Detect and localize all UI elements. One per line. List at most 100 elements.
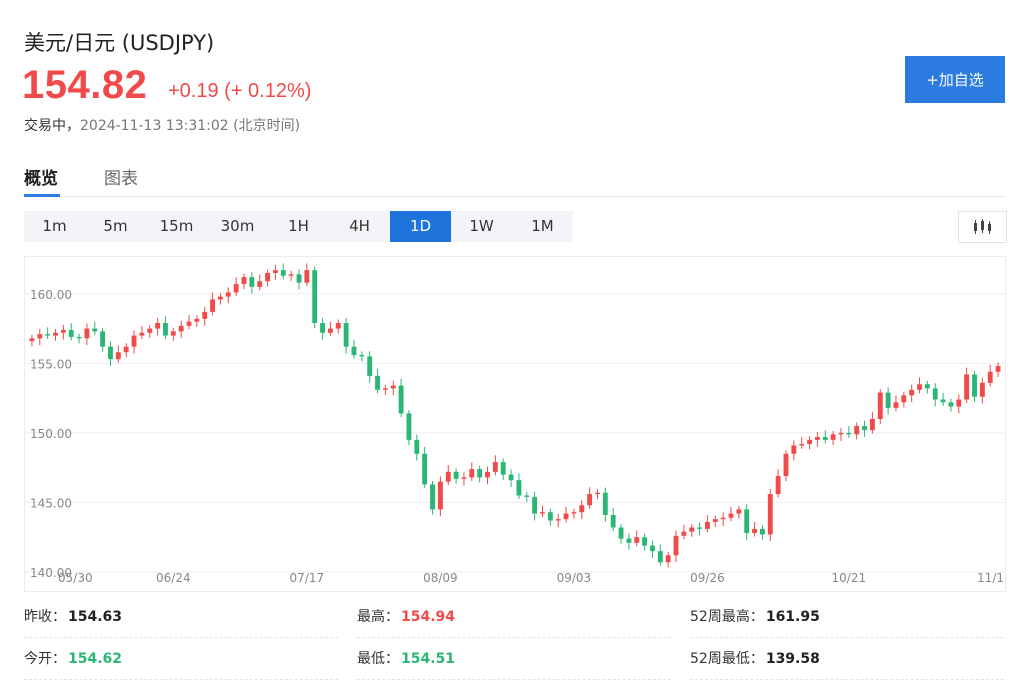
candle-body [68,329,74,337]
candle-body [555,519,561,521]
candle-body [485,471,490,478]
candle-body [807,439,812,445]
candle-body [147,328,153,333]
x-tick-label: 10/21 [832,571,867,585]
candle-body [123,346,129,353]
candle-body [406,413,412,440]
candle-body [814,437,820,440]
candle-body [634,537,640,543]
y-tick-label: 145.00 [30,496,72,510]
status-label: 交易中， [24,118,80,134]
candle-body [375,375,380,390]
period-1w[interactable]: 1W [469,217,494,235]
candle-body [579,505,585,513]
period-15m[interactable]: 15m [159,217,194,235]
period-1d[interactable]: 1D [390,211,451,242]
candle-body [45,334,51,336]
x-tick-label: 11/1 [977,571,1004,585]
candle-body [799,444,805,446]
candle-body [728,513,734,518]
candle-body [587,494,593,506]
candle-body [854,425,860,435]
candle-body [492,462,498,472]
x-tick-label: 09/03 [557,571,592,585]
candle-body [775,476,781,495]
candle-body [312,270,318,324]
candle-body [516,480,522,496]
candle-body [414,439,420,454]
candle-body [351,346,357,356]
candle-body [233,284,239,293]
candle-body [524,495,530,497]
candle-body [249,277,255,287]
candle-body [469,469,475,478]
price-chart[interactable]: 160.00 155.00 150.00 145.00 140.00 05/30 06/2… [24,256,1006,592]
candle-body [595,492,600,495]
candle-body [430,484,435,510]
candle-body [296,274,302,283]
candle-body [665,555,671,563]
tab-overview[interactable]: 概览 [24,169,58,189]
period-30m[interactable]: 30m [220,217,255,235]
period-4h[interactable]: 4H [349,217,370,235]
candle-body [241,277,247,285]
candle-body [689,527,695,532]
candle-body [626,538,632,543]
candle-body [170,331,176,336]
stat-open: 今开： 154.62 [24,639,338,680]
candle-body [202,311,208,319]
candle-body [218,296,223,300]
period-1m[interactable]: 1m [42,217,67,235]
add-watchlist-button[interactable]: +加自选 [905,56,1005,103]
candle-body [288,274,294,276]
period-selector: 1m 5m 15m 30m 1H 4H 1D 1W 1M [24,211,573,242]
candle-body [681,531,687,536]
candle-body [500,462,506,475]
active-tab-underline [24,194,60,197]
candle-body [995,366,1001,372]
period-1h[interactable]: 1H [288,217,309,235]
candle-body [885,392,891,408]
chart-type-button[interactable] [958,211,1007,243]
y-tick-label: 155.00 [30,357,72,371]
candle-body [618,527,624,539]
x-tick-label: 06/24 [156,571,191,585]
candle-body [100,331,106,347]
candle-body [194,318,200,322]
candle-body [422,453,428,485]
candle-body [280,270,286,276]
candle-body [320,323,325,333]
candle-body [846,432,852,435]
candle-body [398,385,404,414]
candle-body [390,385,396,389]
candlestick-chart[interactable]: 160.00 155.00 150.00 145.00 140.00 05/30 06/2… [24,256,1006,592]
candle-body [736,509,742,514]
candle-body [115,352,121,360]
candle-body [940,399,946,403]
candle-body [367,356,373,376]
period-1month[interactable]: 1M [531,217,554,235]
candle-body [445,471,451,482]
candle-body [53,332,58,336]
candle-body [697,527,703,529]
period-5m[interactable]: 5m [103,217,128,235]
candle-body [163,323,168,336]
candle-body [642,537,648,546]
stat-value: 154.63 [68,609,123,625]
candle-body [759,528,765,535]
candle-body [673,535,679,556]
stat-label: 今开： [24,651,66,667]
candle-body [791,445,797,454]
stat-label: 最高： [357,609,399,625]
candle-body [178,325,184,332]
x-tick-label: 05/30 [58,571,93,585]
candle-body [76,336,82,339]
stat-value: 161.95 [765,609,820,625]
stat-label: 最低： [357,651,399,667]
tab-chart[interactable]: 图表 [104,169,138,189]
y-tick-label: 160.00 [30,288,72,302]
candle-body [257,281,263,287]
status-timestamp: 2024-11-13 13:31:02 (北京时间) [80,118,301,134]
candle-body [359,355,365,357]
candle-body [327,328,333,333]
